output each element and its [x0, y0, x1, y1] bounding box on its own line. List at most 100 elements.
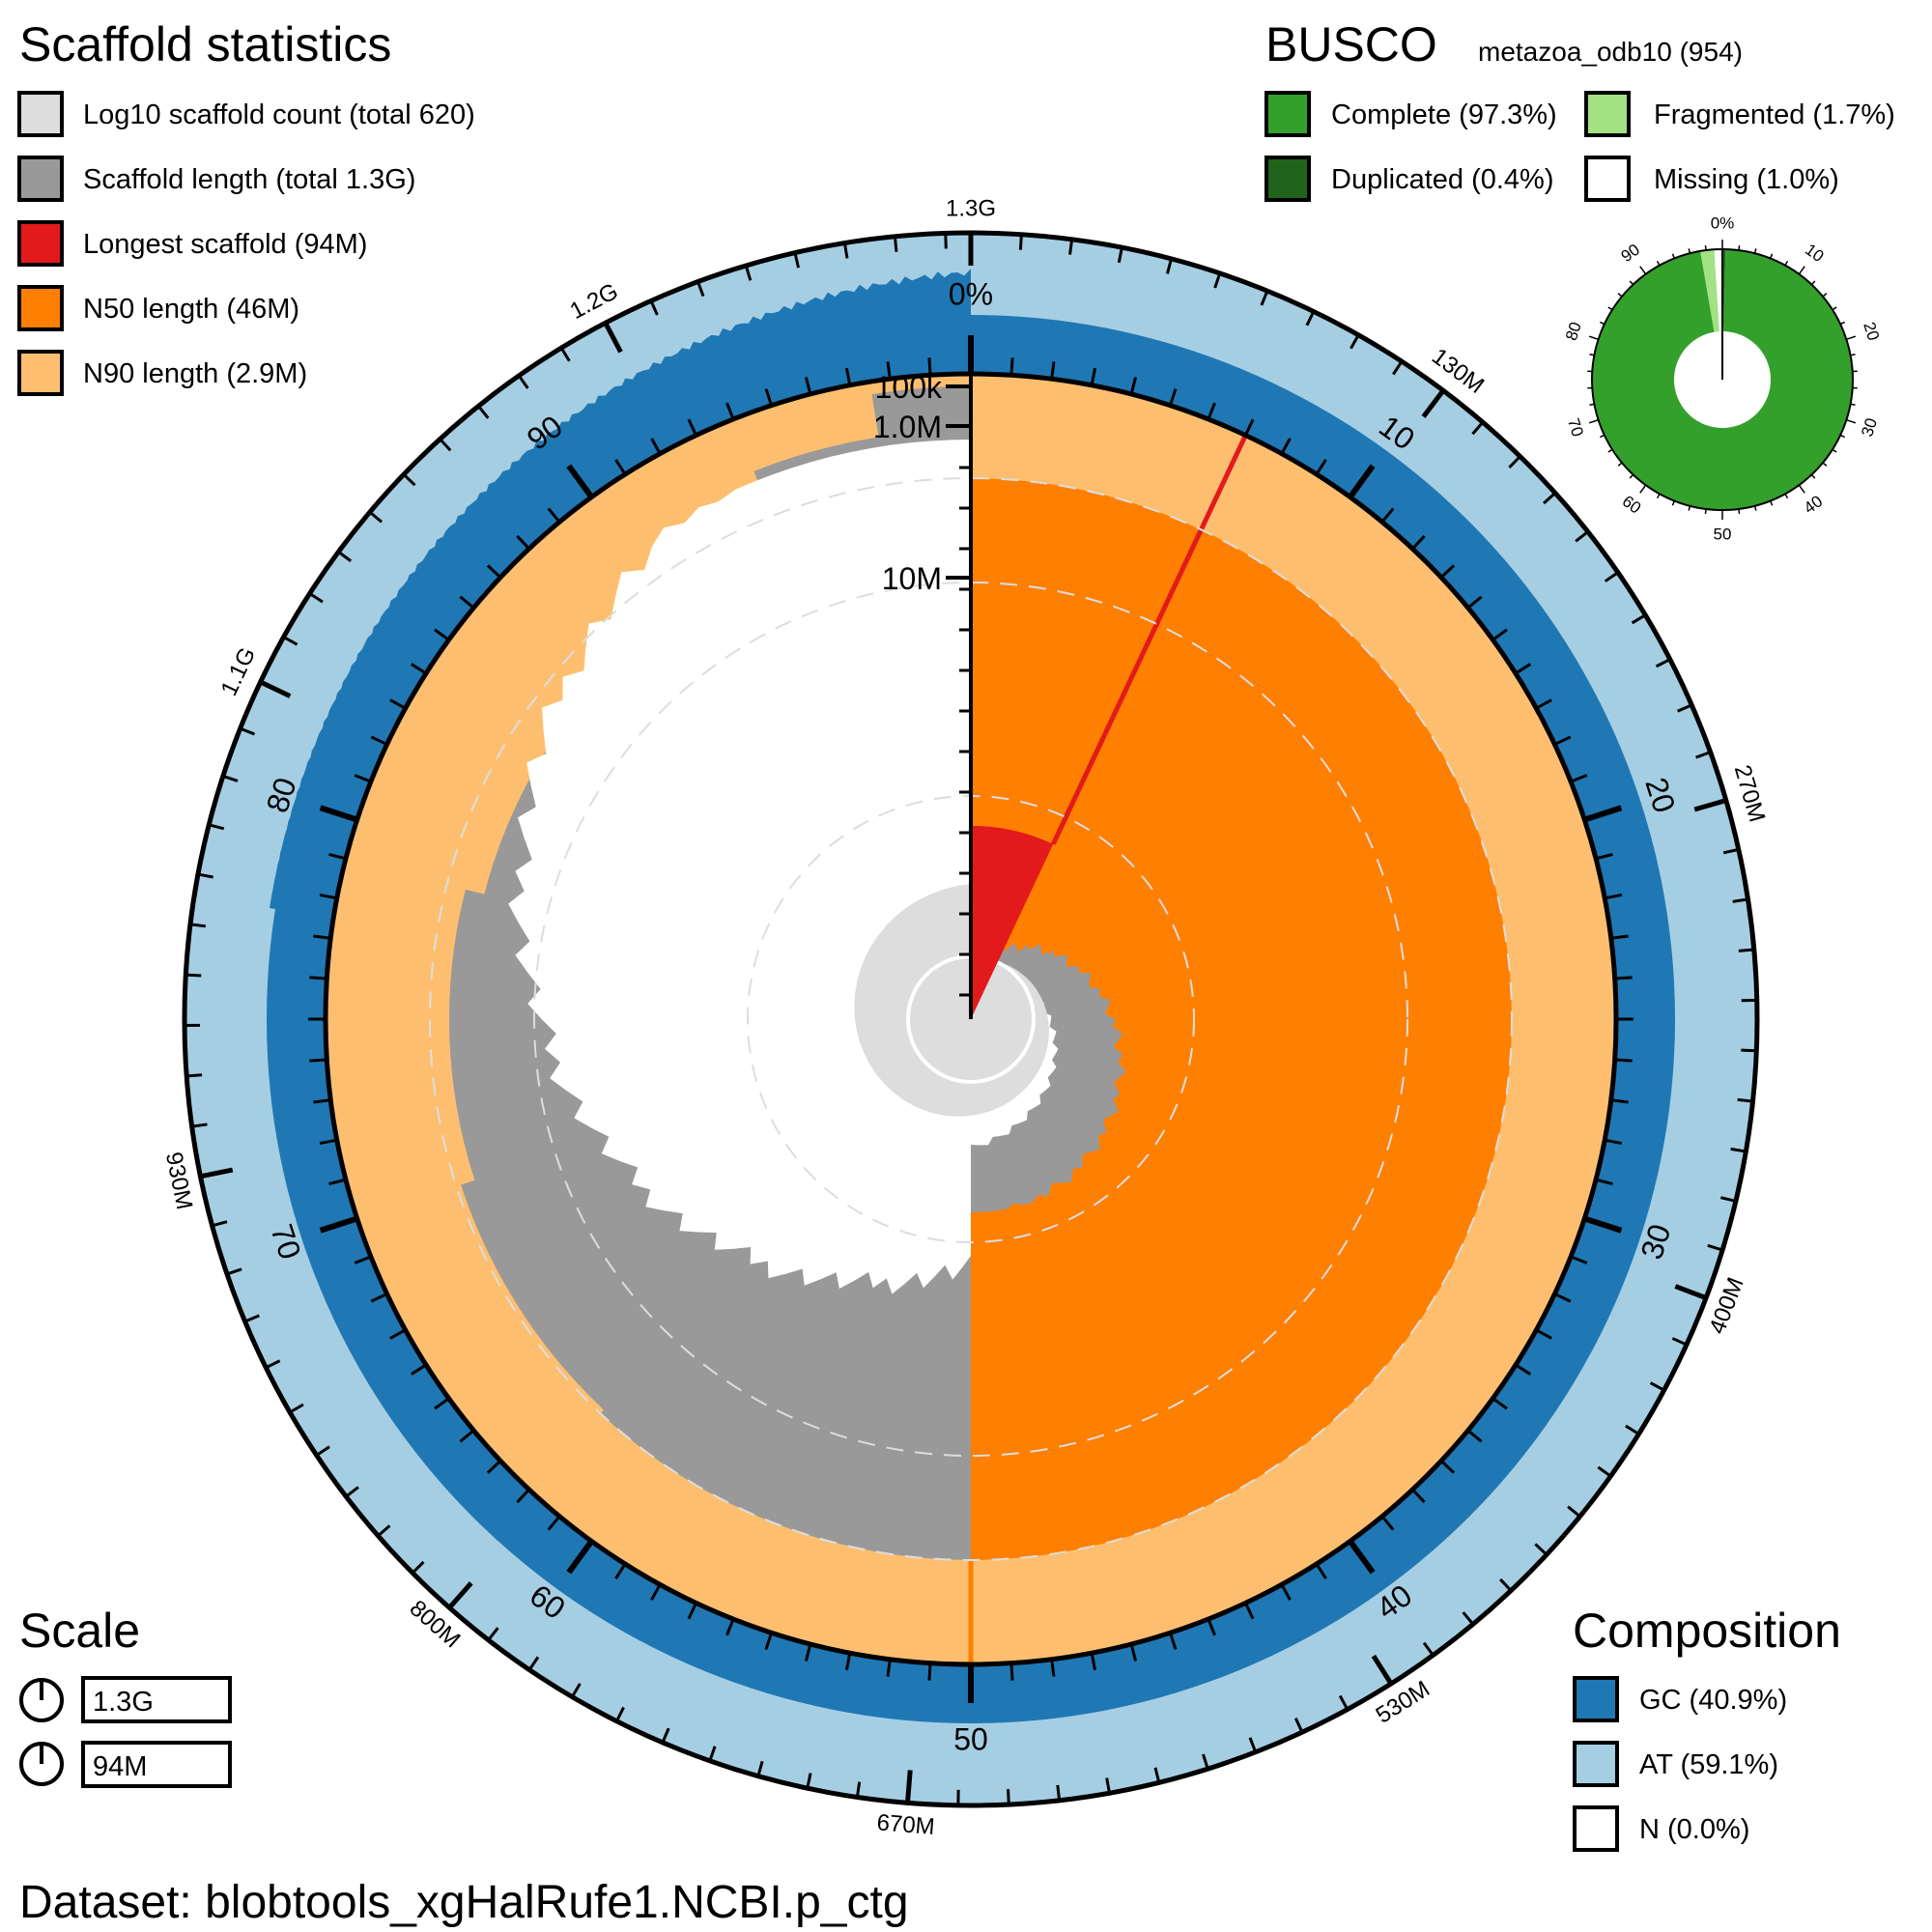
- percent-tick: [1515, 663, 1532, 675]
- length-tick: [412, 1560, 425, 1575]
- percent-tick: [566, 1539, 594, 1575]
- percent-tick: [1348, 1539, 1376, 1575]
- percent-tick: [547, 507, 561, 524]
- busco-tick: [1784, 493, 1789, 499]
- percent-tick: [844, 367, 852, 386]
- legend-label-scaffold-length: Scaffold length (total 1.3G): [83, 164, 415, 195]
- length-tick: [259, 679, 292, 698]
- length-tick: [1575, 530, 1589, 543]
- percent-tick: [1553, 1293, 1572, 1303]
- percent-tick: [319, 893, 338, 900]
- length-tick: [1604, 571, 1619, 582]
- length-tick: [855, 1781, 862, 1798]
- busco-swatch-complete: [1264, 91, 1311, 137]
- length-tick: [240, 726, 256, 736]
- length-tick: [1471, 421, 1485, 436]
- main-snail: 100k1.0M10M0%1020304050607080901.3G130M2…: [160, 195, 1771, 1840]
- length-tick: [208, 823, 225, 831]
- length-tick: [1165, 258, 1173, 274]
- busco-item-fragmented: Fragmented (1.7%): [1584, 91, 1895, 137]
- length-tick: [1671, 1337, 1688, 1347]
- busco-tick: [1810, 280, 1816, 286]
- percent-tick: [1129, 377, 1138, 395]
- percent-tick: [1411, 534, 1426, 551]
- legend-label-scaffold-count: Log10 scaffold count (total 620): [83, 99, 475, 130]
- length-tick: [1421, 388, 1446, 418]
- length-tick: [1738, 948, 1754, 952]
- scaffold-count-spiral: [854, 884, 1049, 1117]
- length-tick: [1213, 272, 1222, 289]
- scale-label-longest: 94M: [93, 1751, 147, 1782]
- busco-tick: [1798, 266, 1805, 275]
- busco-tick: [1588, 419, 1599, 424]
- busco-tick-label: 20: [1860, 320, 1883, 343]
- percent-tick: [1535, 1328, 1552, 1340]
- length-tick: [185, 973, 202, 978]
- percent-tick: [844, 1652, 852, 1671]
- busco-tick: [1784, 260, 1789, 267]
- percent-tick: [1280, 1583, 1292, 1601]
- legend-item-scaffold-count: Log10 scaffold count (total 620): [17, 91, 475, 137]
- length-tick: [944, 233, 948, 249]
- busco-swatch-duplicated: [1264, 156, 1311, 202]
- length-tick: [265, 1359, 281, 1370]
- percent-tick: [459, 595, 475, 610]
- length-tick: [197, 872, 213, 879]
- scaffold-cutout: [508, 440, 971, 1294]
- composition-label-n: N (0.0%): [1639, 1814, 1749, 1845]
- length-tick: [603, 322, 623, 354]
- legend-swatch-longest-scaffold: [17, 220, 64, 267]
- percent-tick: [1570, 774, 1588, 783]
- busco-tick: [1704, 245, 1707, 251]
- n90-band: [325, 497, 971, 1664]
- percent-tick: [1315, 458, 1327, 475]
- percent-tick: [319, 805, 358, 823]
- legend-swatch-n50: [17, 285, 64, 331]
- length-tick: [1202, 1753, 1209, 1770]
- length-tick: [1722, 847, 1740, 855]
- length-tick: [1422, 1641, 1435, 1657]
- percent-tick: [1439, 564, 1456, 579]
- busco-tick: [1839, 434, 1845, 439]
- percent-tick: [410, 663, 427, 675]
- percent-tick: [1207, 1618, 1216, 1636]
- length-tick: [1105, 1777, 1111, 1794]
- legend-swatch-scaffold-length: [17, 156, 64, 202]
- length-tick: [793, 252, 800, 269]
- radial-tick-label: 100k: [875, 370, 943, 405]
- busco-item-missing: Missing (1.0%): [1584, 156, 1839, 202]
- busco-tick: [1629, 280, 1634, 286]
- busco-fragmented-slice: [1700, 249, 1719, 332]
- percent-tick: [614, 458, 627, 475]
- percent-tick: [1492, 628, 1508, 641]
- percent-tick: [1050, 361, 1056, 380]
- busco-tick: [1607, 306, 1613, 311]
- scale-label-total: 1.3G: [93, 1687, 154, 1718]
- percent-tick: [1411, 1488, 1426, 1504]
- length-tick: [289, 1403, 304, 1414]
- composition-item-at: AT (59.1%): [1573, 1741, 1778, 1787]
- length-tick-label: 270M: [1729, 762, 1771, 825]
- length-tick: [402, 473, 416, 487]
- busco-legend: BUSCO metazoa_odb10 (954) Complete (97.3…: [1264, 17, 1895, 202]
- percent-tick: [1207, 402, 1216, 420]
- length-tick: [1737, 1097, 1753, 1103]
- busco-tick: [1671, 253, 1676, 259]
- length-tick: [212, 1220, 228, 1228]
- percent-tick: [650, 1583, 662, 1601]
- legend-item-longest-scaffold: Longest scaffold (94M): [17, 220, 367, 267]
- percent-tick: [1583, 805, 1623, 823]
- length-tick: [199, 1167, 234, 1179]
- percent-tick: [1583, 1215, 1623, 1234]
- length-tick: [447, 1581, 473, 1609]
- busco-tick-label: 50: [1714, 525, 1732, 543]
- busco-tick: [1769, 253, 1774, 259]
- busco-tick-label: 70: [1564, 416, 1587, 440]
- percent-tick: [1604, 893, 1623, 900]
- percent-tick: [1168, 1632, 1178, 1650]
- composition-swatch-n: [1573, 1805, 1619, 1852]
- length-tick-label: 670M: [876, 1809, 936, 1840]
- percent-tick: [328, 1178, 347, 1186]
- length-tick: [1293, 1718, 1304, 1733]
- length-tick: [1338, 1694, 1350, 1711]
